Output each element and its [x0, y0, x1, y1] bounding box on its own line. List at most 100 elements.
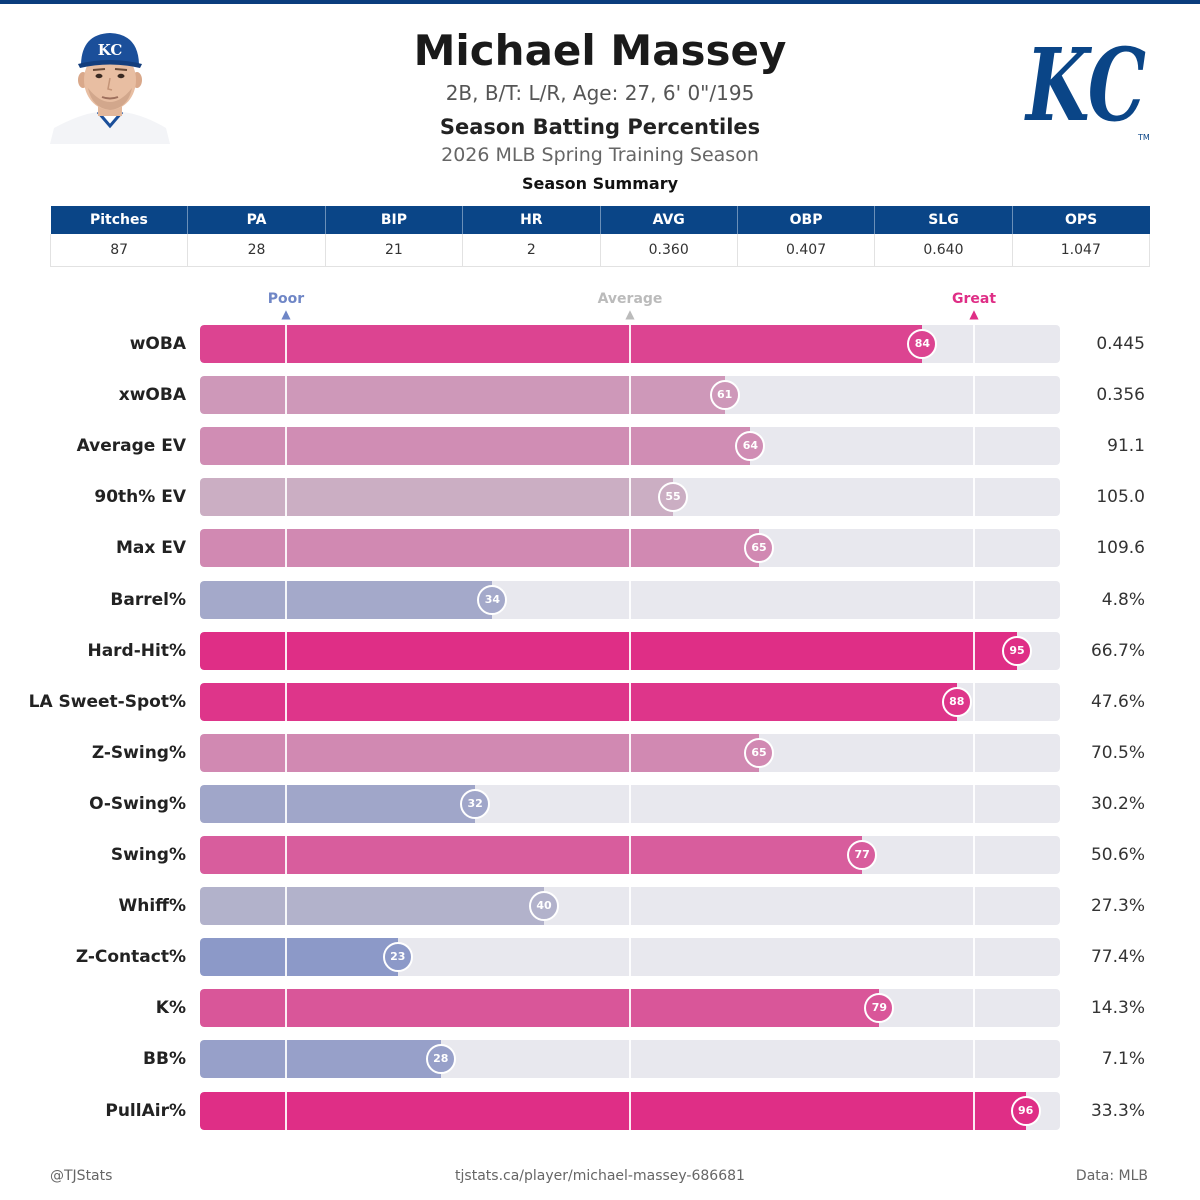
metric-value: 30.2% [1090, 793, 1145, 814]
percentile-track [200, 376, 1060, 415]
reference-gridline [973, 836, 975, 874]
metric-value: 109.6 [1096, 538, 1145, 559]
percentile-track [200, 784, 1060, 823]
summary-value-cell: 2 [462, 234, 601, 267]
summary-header-cell: OPS [1012, 206, 1150, 234]
percentile-track [200, 427, 1060, 466]
metric-label: xwOBA [118, 385, 186, 406]
reference-gridline [973, 989, 975, 1028]
percentile-badge: 65 [744, 533, 774, 564]
reference-gridline [285, 1091, 287, 1130]
metric-label: Z-Swing% [91, 742, 186, 763]
reference-gridline [285, 580, 287, 619]
metric-label: Average EV [76, 436, 186, 457]
summary-value-cell: 0.640 [874, 234, 1013, 267]
reference-gridline [629, 529, 631, 568]
metric-value: 33.3% [1090, 1100, 1145, 1121]
metric-value: 0.356 [1096, 385, 1145, 406]
reference-gridline [629, 580, 631, 619]
metric-value: 47.6% [1090, 691, 1145, 712]
percentile-track [200, 836, 1060, 874]
reference-gridline [973, 938, 975, 977]
footer-url[interactable]: tjstats.ca/player/michael-massey-686681 [455, 1168, 745, 1184]
reference-marker-icon: ▲ [969, 307, 979, 321]
summary-header-cell: BIP [325, 206, 464, 234]
percentile-badge: 64 [735, 431, 766, 462]
footer-source: Data: MLB [1075, 1168, 1148, 1184]
reference-marker-icon: ▲ [625, 307, 635, 321]
percentile-track [200, 1091, 1060, 1130]
percentile-track [200, 682, 1060, 721]
percentile-track [200, 478, 1060, 517]
title-block: Michael Massey 2B, B/T: L/R, Age: 27, 6'… [300, 24, 900, 168]
metric-value: 27.3% [1090, 896, 1145, 917]
metric-value: 77.4% [1090, 947, 1145, 968]
percentile-badge: 77 [847, 840, 878, 870]
reference-gridline [285, 989, 287, 1028]
reference-gridline [973, 784, 975, 823]
reference-gridline [629, 1040, 631, 1079]
summary-header-row: Pitches PA BIP HR AVG OBP SLG OPS [50, 206, 1150, 234]
reference-gridline [629, 376, 631, 415]
metric-value: 4.8% [1101, 589, 1145, 610]
metric-label: O-Swing% [89, 793, 186, 814]
reference-gridline [285, 682, 287, 721]
reference-gridline [629, 682, 631, 721]
reference-gridline [973, 580, 975, 619]
percentile-bar [200, 784, 476, 823]
metric-label: Barrel% [110, 589, 186, 610]
summary-header-cell: SLG [874, 206, 1013, 234]
reference-gridline [973, 887, 975, 926]
percentile-badge: 28 [425, 1044, 456, 1075]
team-logo-trademark: TM [1137, 133, 1150, 142]
summary-value-cell: 0.407 [737, 234, 876, 267]
reference-gridline [629, 427, 631, 466]
percentile-badge: 79 [864, 993, 895, 1024]
reference-gridline [285, 325, 287, 363]
metric-label: LA Sweet-Spot% [28, 691, 186, 712]
percentile-bar [200, 529, 759, 568]
reference-gridline [629, 887, 631, 926]
reference-gridline [629, 478, 631, 517]
percentile-bar [200, 580, 493, 619]
percentile-bar [200, 836, 863, 874]
summary-value-cell: 21 [325, 234, 464, 267]
player-photo: KC [50, 30, 170, 144]
percentile-badge: 96 [1010, 1095, 1041, 1126]
percentile-track [200, 529, 1060, 568]
metric-label: wOBA [129, 334, 186, 354]
reference-gridline [285, 836, 287, 874]
percentile-bar [200, 631, 1017, 670]
reference-gridline [973, 682, 975, 721]
reference-label: Poor [267, 291, 305, 307]
percentile-badge: 34 [477, 584, 508, 615]
reference-gridline [973, 1040, 975, 1079]
reference-marker-icon: ▲ [281, 307, 291, 321]
metric-label: BB% [143, 1049, 186, 1070]
metric-label: Hard-Hit% [87, 640, 186, 661]
reference-gridline [285, 529, 287, 568]
reference-gridline [629, 938, 631, 977]
metric-value: 14.3% [1090, 998, 1145, 1019]
reference-gridline [973, 478, 975, 517]
reference-gridline [285, 1040, 287, 1079]
metric-label: 90th% EV [94, 487, 186, 508]
season-label: 2026 MLB Spring Training Season [441, 144, 759, 166]
metric-label: PullAir% [105, 1100, 186, 1121]
percentile-bar [200, 427, 751, 466]
reference-label: Average [597, 291, 663, 307]
reference-gridline [285, 478, 287, 517]
reference-gridline [973, 427, 975, 466]
reference-gridline [629, 784, 631, 823]
summary-value-row: 87 28 21 2 0.360 0.407 0.640 1.047 [49, 234, 1151, 267]
reference-gridline [629, 989, 631, 1028]
percentile-bar [200, 1091, 1026, 1130]
percentile-track [200, 938, 1060, 977]
reference-label: Great [951, 291, 997, 307]
percentile-badge: 65 [744, 737, 774, 768]
metric-label: Swing% [110, 845, 186, 865]
metric-label: Z-Contact% [75, 947, 186, 968]
reference-gridline [973, 1091, 975, 1130]
reference-gridline [973, 733, 975, 772]
percentile-badge: 88 [941, 686, 972, 717]
